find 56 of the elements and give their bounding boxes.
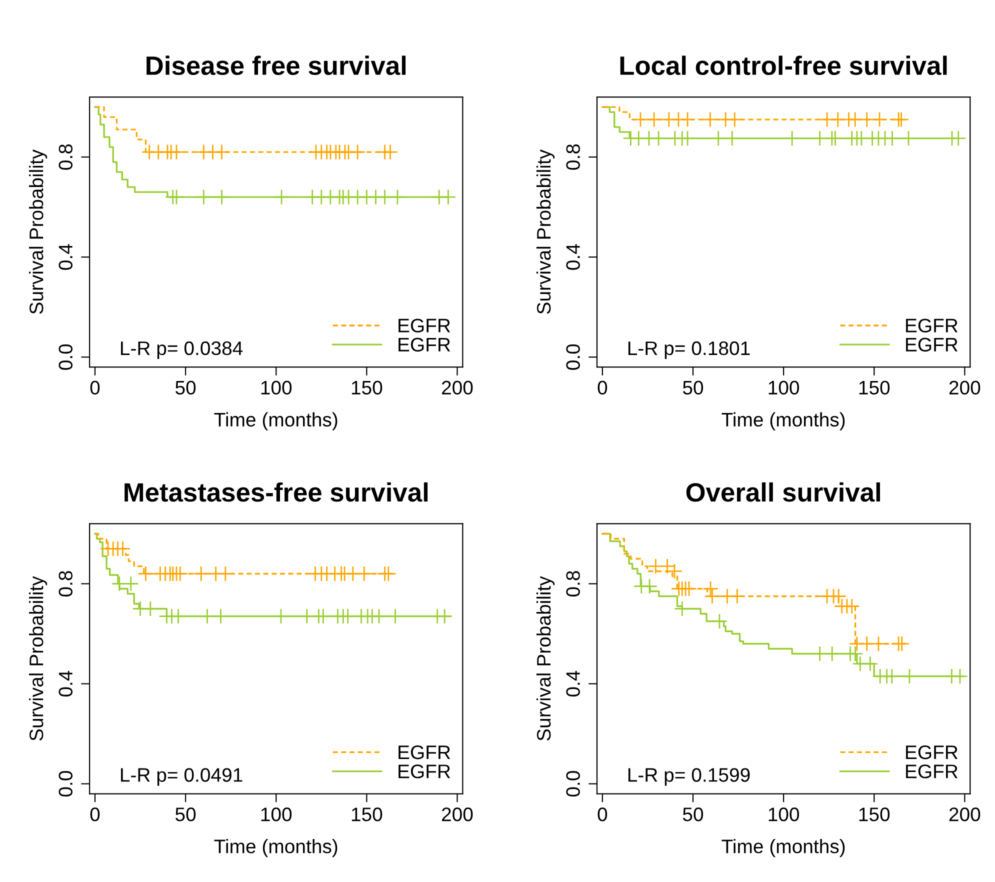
y-tick-label: 0.0 (566, 771, 580, 797)
x-tick-label: 200 (442, 380, 473, 395)
y-axis-title: Survival Probability (28, 576, 48, 741)
x-tick-label: 50 (682, 808, 704, 822)
annotation: L-R p= 0.0491 (120, 768, 242, 786)
x-tick-label: 150 (352, 380, 382, 395)
x-tick-label: 100 (261, 380, 292, 395)
x-tick-label: 150 (859, 808, 890, 822)
y-tick-label: 0.0 (58, 771, 73, 797)
y-tick-label: 0.4 (58, 670, 73, 697)
y-tick-label: 0.4 (566, 244, 580, 270)
x-tick-label: 150 (859, 380, 890, 395)
x-tick-label: 200 (442, 808, 473, 822)
y-tick-label: 0.8 (58, 144, 73, 170)
legend-label: EGFR (906, 318, 958, 332)
x-tick-label: 100 (768, 380, 800, 395)
x-axis-title: Time (months) (214, 839, 338, 858)
x-tick-label: 0 (90, 808, 100, 822)
y-axis-title: Survival Probability (28, 149, 48, 314)
legend-label: EGFR (398, 318, 450, 332)
x-axis-title: Time (months) (722, 839, 845, 858)
y-tick-label: 0.4 (58, 244, 73, 270)
legend-label: EGFR (398, 745, 450, 760)
chart-title: Overall survival (686, 482, 880, 502)
y-tick-label: 0.8 (58, 571, 73, 596)
y-tick-label: 0.0 (566, 344, 580, 370)
x-tick-label: 50 (176, 380, 196, 395)
legend-label: EGFR (906, 764, 958, 778)
x-tick-label: 100 (768, 808, 800, 822)
chart-title: Metastases-free survival (124, 482, 428, 502)
x-tick-label: 200 (949, 808, 980, 822)
annotation: L-R p= 0.1801 (628, 341, 750, 359)
legend-label: EGFR (398, 764, 450, 778)
legend-label: EGFR (906, 745, 958, 760)
y-tick-label: 0.4 (566, 670, 580, 697)
y-axis-title: Survival Probability (536, 576, 555, 741)
x-tick-label: 0 (598, 808, 608, 822)
legend-label: EGFR (398, 338, 450, 352)
x-tick-label: 0 (598, 380, 608, 395)
chart-title: Disease free survival (146, 56, 406, 76)
x-axis-title: Time (months) (214, 412, 338, 430)
x-axis-title: Time (months) (722, 412, 845, 430)
x-tick-label: 150 (352, 808, 382, 822)
y-axis-title: Survival Probability (536, 149, 555, 314)
x-tick-label: 50 (682, 380, 704, 395)
x-tick-label: 50 (176, 808, 196, 822)
x-tick-label: 0 (90, 380, 100, 395)
y-tick-label: 0.8 (566, 571, 580, 596)
annotation: L-R p= 0.1599 (628, 768, 750, 786)
legend-label: EGFR (906, 338, 958, 352)
annotation: L-R p= 0.0384 (120, 341, 243, 359)
chart-title: Local control-free survival (620, 56, 947, 76)
y-tick-label: 0.8 (566, 144, 580, 170)
x-tick-label: 100 (261, 808, 292, 822)
y-tick-label: 0.0 (58, 344, 73, 370)
x-tick-label: 200 (949, 380, 980, 395)
